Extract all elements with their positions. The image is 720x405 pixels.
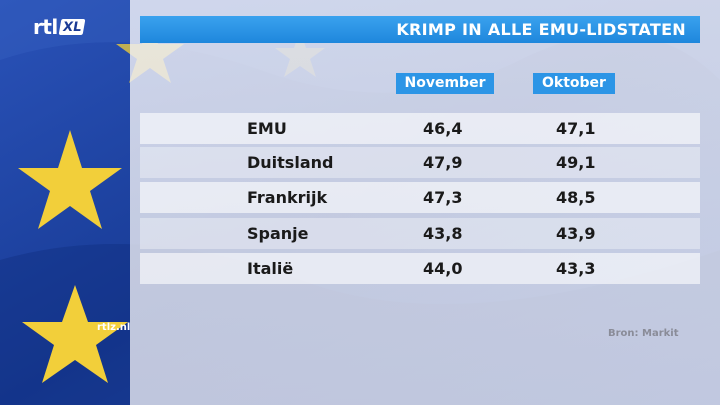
row-label: EMU (247, 119, 287, 138)
row-label: Italië (247, 259, 293, 278)
value-november: 43,8 (423, 224, 462, 243)
value-oktober: 48,5 (556, 188, 595, 207)
website-label: rtlz.nl (97, 322, 130, 333)
value-oktober: 43,9 (556, 224, 595, 243)
row-label: Frankrijk (247, 188, 327, 207)
value-oktober: 49,1 (556, 153, 595, 172)
logo-rtl: rtl (33, 15, 58, 39)
value-november: 47,3 (423, 188, 462, 207)
table-row: Duitsland 47,9 49,1 (140, 147, 700, 178)
value-november: 46,4 (423, 119, 462, 138)
title-bar: KRIMP IN ALLE EMU-LIDSTATEN (140, 16, 700, 43)
table-row: EMU 46,4 47,1 (140, 113, 700, 144)
value-oktober: 47,1 (556, 119, 595, 138)
row-label: Spanje (247, 224, 309, 243)
table-row: Frankrijk 47,3 48,5 (140, 182, 700, 213)
value-november: 47,9 (423, 153, 462, 172)
page-title: KRIMP IN ALLE EMU-LIDSTATEN (396, 20, 686, 39)
logo-xl: XL (58, 19, 85, 35)
column-header-november: November (396, 73, 494, 94)
value-november: 44,0 (423, 259, 462, 278)
channel-logo: rtl XL (33, 16, 84, 38)
table-row: Spanje 43,8 43,9 (140, 218, 700, 249)
value-oktober: 43,3 (556, 259, 595, 278)
column-header-oktober: Oktober (533, 73, 615, 94)
table-row: Italië 44,0 43,3 (140, 253, 700, 284)
source-label: Bron: Markit (608, 328, 679, 339)
row-label: Duitsland (247, 153, 333, 172)
